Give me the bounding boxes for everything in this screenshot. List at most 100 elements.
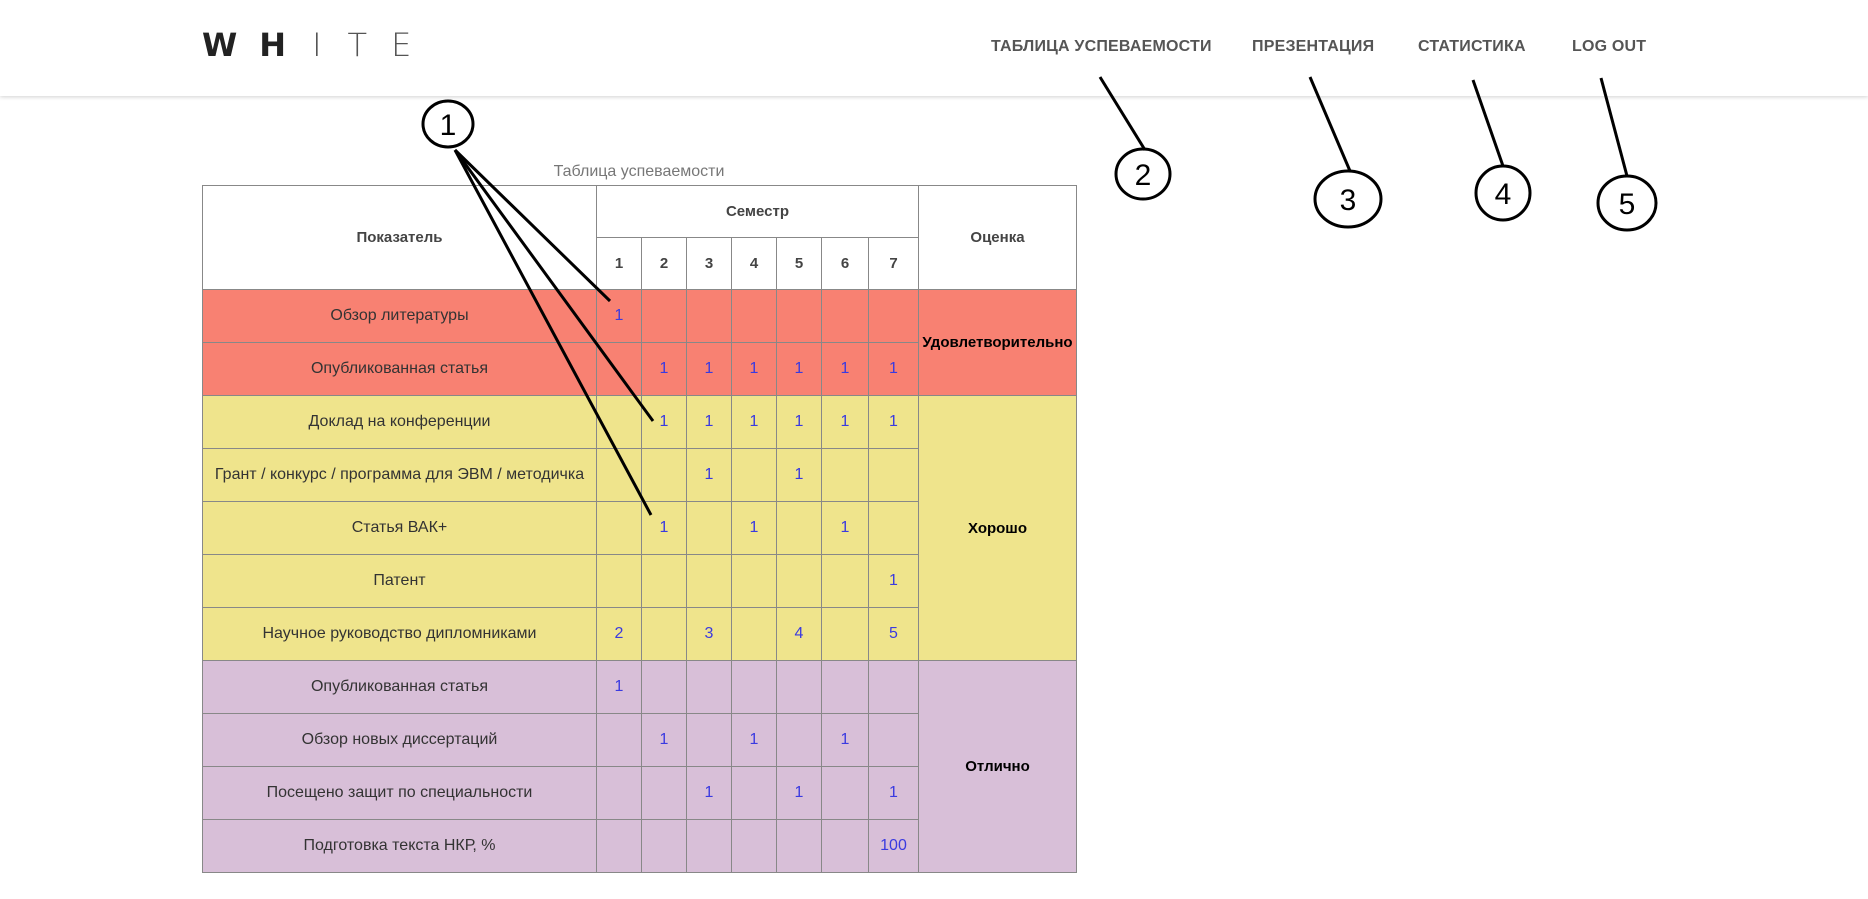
semester-value-cell[interactable]: 1 [868, 342, 919, 396]
indicator-name: Посещено защит по специальности [202, 766, 597, 820]
indicator-name: Грант / конкурс / программа для ЭВМ / ме… [202, 448, 597, 502]
semester-value-cell[interactable] [596, 342, 642, 396]
semester-value-cell[interactable]: 1 [868, 395, 919, 449]
semester-value-cell[interactable]: 2 [596, 607, 642, 661]
semester-value-cell[interactable] [776, 819, 822, 873]
callout-number: 1 [440, 109, 457, 142]
semester-value-cell[interactable] [821, 607, 869, 661]
semester-value-cell[interactable] [821, 448, 869, 502]
semester-value-cell[interactable]: 1 [776, 395, 822, 449]
logo-letter: W [202, 26, 238, 64]
semester-value-cell[interactable]: 1 [641, 342, 687, 396]
nav-presentation[interactable]: ПРЕЗЕНТАЦИЯ [1252, 38, 1375, 55]
semester-value-cell[interactable] [821, 766, 869, 820]
semester-value-cell[interactable]: 3 [686, 607, 732, 661]
semester-value-cell[interactable] [731, 289, 777, 343]
semester-value-cell[interactable]: 1 [868, 554, 919, 608]
semester-value-cell[interactable] [776, 713, 822, 767]
semester-value-cell[interactable] [731, 766, 777, 820]
semester-value-cell[interactable] [596, 554, 642, 608]
semester-header: 6 [821, 237, 869, 290]
semester-value-cell[interactable] [821, 660, 869, 714]
semester-value-cell[interactable] [868, 713, 919, 767]
semester-value-cell[interactable]: 1 [731, 342, 777, 396]
semester-value-cell[interactable]: 1 [686, 395, 732, 449]
semester-value-cell[interactable] [731, 448, 777, 502]
semester-value-cell[interactable]: 1 [821, 713, 869, 767]
semester-value-cell[interactable] [686, 819, 732, 873]
semester-value-cell[interactable]: 1 [776, 342, 822, 396]
callout-circle [1114, 147, 1172, 201]
table-row: Патент 1 [202, 554, 1077, 608]
semester-value-cell[interactable]: 1 [686, 766, 732, 820]
semester-value-cell[interactable] [731, 607, 777, 661]
semester-value-cell[interactable] [821, 819, 869, 873]
semester-value-cell[interactable] [686, 660, 732, 714]
semester-value-cell[interactable] [686, 289, 732, 343]
semester-value-cell[interactable] [868, 289, 919, 343]
semester-value-cell[interactable]: 1 [641, 501, 687, 555]
semester-value-cell[interactable]: 100 [868, 819, 919, 873]
semester-value-cell[interactable] [596, 501, 642, 555]
semester-value-cell[interactable] [641, 448, 687, 502]
semester-value-cell[interactable] [596, 713, 642, 767]
semester-value-cell[interactable]: 1 [686, 448, 732, 502]
semester-header: 3 [686, 237, 732, 290]
grade-cell: Отлично [918, 660, 1077, 873]
semester-value-cell[interactable]: 1 [596, 289, 642, 343]
semester-value-cell[interactable] [686, 554, 732, 608]
logo-letter: T [347, 26, 368, 64]
semester-value-cell[interactable]: 1 [821, 395, 869, 449]
semester-value-cell[interactable] [641, 766, 687, 820]
semester-value-cell[interactable] [868, 660, 919, 714]
semester-value-cell[interactable]: 1 [731, 713, 777, 767]
grade-cell: Удовлетворительно [918, 289, 1077, 396]
semester-value-cell[interactable]: 1 [731, 501, 777, 555]
semester-value-cell[interactable] [821, 554, 869, 608]
semester-value-cell[interactable] [686, 713, 732, 767]
semester-value-cell[interactable] [776, 501, 822, 555]
semester-value-cell[interactable] [641, 554, 687, 608]
semester-value-cell[interactable]: 1 [641, 713, 687, 767]
table-row: Обзор литературы 1 Удовлетворительно [202, 289, 1077, 396]
semester-value-cell[interactable]: 1 [776, 448, 822, 502]
semester-value-cell[interactable] [821, 289, 869, 343]
semester-value-cell[interactable] [596, 766, 642, 820]
callout-circle [421, 99, 475, 149]
table-row: Обзор новых диссертаций 1 1 1 [202, 713, 1077, 767]
semester-value-cell[interactable] [641, 289, 687, 343]
semester-value-cell[interactable] [776, 289, 822, 343]
semester-value-cell[interactable] [596, 395, 642, 449]
semester-value-cell[interactable]: 1 [641, 395, 687, 449]
semester-value-cell[interactable] [641, 607, 687, 661]
semester-value-cell[interactable] [731, 660, 777, 714]
semester-value-cell[interactable]: 1 [731, 395, 777, 449]
semester-value-cell[interactable] [686, 501, 732, 555]
semester-value-cell[interactable] [641, 819, 687, 873]
semester-value-cell[interactable]: 4 [776, 607, 822, 661]
nav-grades-table[interactable]: ТАБЛИЦА УСПЕВАЕМОСТИ [991, 38, 1212, 55]
semester-value-cell[interactable] [731, 819, 777, 873]
logo-letter: I [312, 26, 322, 64]
semester-value-cell[interactable]: 1 [821, 501, 869, 555]
semester-value-cell[interactable] [776, 660, 822, 714]
semester-value-cell[interactable] [868, 501, 919, 555]
semester-value-cell[interactable]: 5 [868, 607, 919, 661]
indicator-name: Опубликованная статья [202, 342, 597, 396]
nav-statistics[interactable]: СТАТИСТИКА [1418, 38, 1526, 55]
nav-logout[interactable]: LOG OUT [1572, 38, 1647, 55]
semester-value-cell[interactable] [641, 660, 687, 714]
semester-value-cell[interactable]: 1 [686, 342, 732, 396]
logo[interactable]: W H I T E [202, 26, 411, 64]
semester-value-cell[interactable] [731, 554, 777, 608]
semester-header: 5 [776, 237, 822, 290]
semester-value-cell[interactable] [868, 448, 919, 502]
semester-value-cell[interactable]: 1 [776, 766, 822, 820]
semester-value-cell[interactable] [596, 448, 642, 502]
semester-value-cell[interactable] [776, 554, 822, 608]
semester-value-cell[interactable]: 1 [596, 660, 642, 714]
semester-value-cell[interactable]: 1 [821, 342, 869, 396]
semester-value-cell[interactable] [596, 819, 642, 873]
semester-value-cell[interactable]: 1 [868, 766, 919, 820]
